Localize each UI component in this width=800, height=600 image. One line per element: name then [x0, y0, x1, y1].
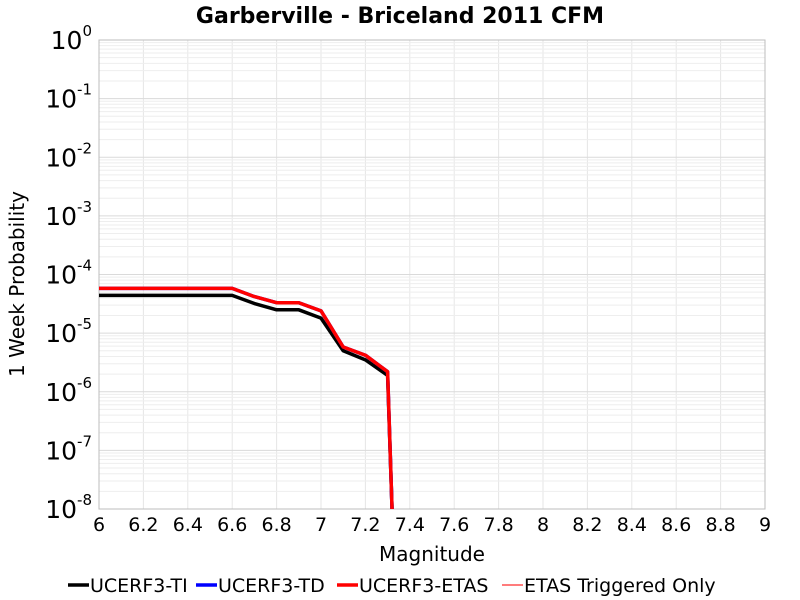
x-tick-label: 6.6 [217, 514, 247, 536]
x-tick-label: 6.4 [173, 514, 203, 536]
x-tick-labels: 6 6.2 6.4 6.6 6.8 7 7.2 7.4 7.6 7.8 8 8.2 8.4 8.6 8.8 9 [93, 514, 771, 536]
chart-title: Garberville - Briceland 2011 CFM [196, 4, 604, 29]
x-tick-label: 8.6 [661, 514, 691, 536]
x-tick-label: 9 [759, 514, 771, 536]
x-tick-label: 7.8 [483, 514, 513, 536]
x-tick-label: 7.4 [395, 514, 425, 536]
y-tick-label: 10-4 [45, 257, 92, 290]
x-tick-label: 8.4 [617, 514, 647, 536]
x-tick-label: 7.2 [350, 514, 380, 536]
y-tick-labels: 100 10-1 10-2 10-3 10-4 10-5 10-6 10-7 10-8 [45, 22, 92, 524]
x-tick-label: 6.2 [128, 514, 158, 536]
x-tick-label: 8.8 [705, 514, 735, 536]
legend-label: UCERF3-TD [218, 575, 325, 597]
x-tick-label: 6.8 [261, 514, 291, 536]
y-tick-label: 10-5 [45, 315, 92, 348]
y-tick-label: 10-2 [45, 139, 92, 172]
x-axis-label: Magnitude [379, 542, 485, 566]
y-axis-label: 1 Week Probability [5, 191, 29, 377]
legend-label: UCERF3-ETAS [359, 575, 488, 597]
y-tick-label: 10-6 [45, 374, 92, 407]
series-line-ucerf3-ti [99, 293, 394, 510]
legend-label: UCERF3-TI [90, 575, 188, 597]
x-tick-label: 8.2 [572, 514, 602, 536]
y-tick-label: 100 [51, 22, 92, 55]
x-tick-label: 8 [537, 514, 549, 536]
x-tick-label: 6 [93, 514, 105, 536]
y-tick-label: 10-3 [45, 198, 92, 231]
x-tick-label: 7 [315, 514, 327, 536]
series-group [99, 286, 394, 510]
y-tick-label: 10-8 [45, 491, 92, 524]
series-line-ucerf3-etas [99, 286, 394, 510]
legend: UCERF3-TI UCERF3-TD UCERF3-ETAS ETAS Trigge… [68, 575, 716, 597]
plot-border [98, 39, 766, 510]
x-tick-label: 7.6 [439, 514, 469, 536]
legend-label: ETAS Triggered Only [524, 575, 716, 597]
y-tick-label: 10-1 [45, 81, 92, 114]
y-tick-label: 10-7 [45, 432, 92, 465]
